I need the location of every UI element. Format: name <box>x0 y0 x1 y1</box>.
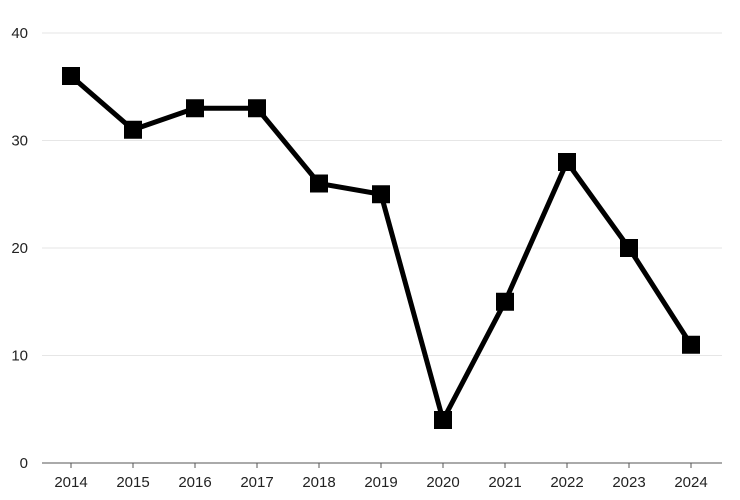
x-tick-label: 2024 <box>674 474 707 491</box>
y-axis-ticks: 0 10 20 30 40 <box>11 25 28 472</box>
x-axis-ticks: 2014 2015 2016 2017 2018 2019 2020 2021 2022 2023… <box>54 474 707 491</box>
grid-lines <box>42 32 722 356</box>
data-point-marker <box>248 99 266 118</box>
data-point-marker <box>682 335 700 354</box>
data-point-marker <box>186 99 204 118</box>
x-tick-label: 2022 <box>550 474 583 491</box>
data-point-marker <box>372 185 390 204</box>
data-point-marker <box>496 292 514 311</box>
data-point-marker <box>620 239 638 257</box>
x-tick-label: 2017 <box>240 474 273 491</box>
series-markers <box>62 67 700 429</box>
axes <box>42 462 722 468</box>
data-point-marker <box>310 174 328 193</box>
y-tick-label: 0 <box>20 455 28 472</box>
x-tick-label: 2021 <box>488 474 521 491</box>
x-tick-label: 2020 <box>426 474 459 491</box>
data-point-marker <box>434 411 452 429</box>
data-point-marker <box>62 67 80 85</box>
x-tick-label: 2018 <box>302 474 335 491</box>
x-tick-label: 2023 <box>612 474 645 491</box>
y-tick-label: 10 <box>11 348 28 365</box>
y-tick-label: 30 <box>11 133 28 150</box>
x-tick-label: 2014 <box>54 474 87 491</box>
y-tick-label: 20 <box>11 240 28 257</box>
x-tick-label: 2016 <box>178 474 211 491</box>
x-tick-label: 2015 <box>116 474 149 491</box>
y-tick-label: 40 <box>11 25 28 42</box>
data-point-marker <box>558 153 576 171</box>
x-tick-label: 2019 <box>364 474 397 491</box>
data-point-marker <box>124 120 142 139</box>
